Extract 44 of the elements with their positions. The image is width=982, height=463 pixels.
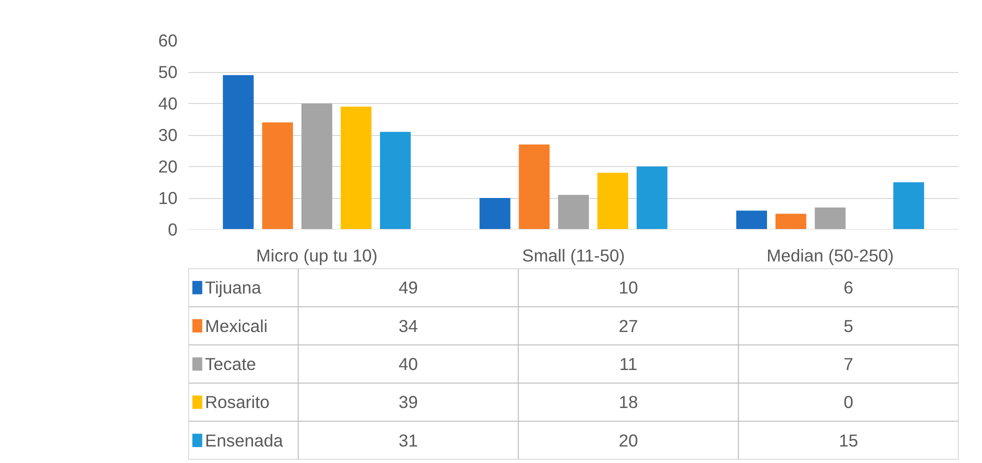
bar — [222, 75, 254, 230]
bar — [301, 104, 332, 230]
y-tick-label: 60 — [158, 30, 178, 50]
data-label: 15 — [838, 430, 858, 450]
x-tick-label: Small (11-50) — [522, 246, 625, 266]
bar — [262, 122, 293, 230]
data-label: 34 — [398, 316, 418, 336]
bar — [380, 132, 411, 230]
bar — [736, 210, 768, 230]
x-tick-label: Micro (up tu 10) — [256, 246, 378, 266]
x-tick-label: Median (50-250) — [766, 246, 894, 266]
bar — [636, 166, 668, 230]
data-label: 0 — [844, 392, 854, 412]
bar — [814, 207, 846, 230]
data-label: 10 — [618, 278, 638, 298]
data-label: 20 — [618, 430, 638, 450]
legend-label: Mexicali — [205, 316, 268, 336]
bar — [597, 172, 628, 230]
bar — [518, 144, 550, 230]
y-tick-label: 50 — [158, 62, 178, 82]
legend-label: Tecate — [205, 354, 256, 374]
y-tick-label: 20 — [158, 156, 178, 176]
legend-label: Rosarito — [205, 392, 270, 412]
data-label: 11 — [619, 354, 638, 374]
y-tick-label: 30 — [158, 125, 178, 145]
data-label: 6 — [844, 278, 854, 298]
data-label: 7 — [844, 354, 854, 374]
legend-label: Tijuana — [205, 278, 262, 298]
bar — [558, 194, 589, 230]
data-label: 27 — [618, 316, 638, 336]
data-label: 5 — [844, 316, 854, 336]
data-label: 40 — [398, 354, 418, 374]
data-label: 31 — [398, 430, 418, 450]
bar — [340, 106, 372, 230]
legend-label: Ensenada — [205, 430, 284, 450]
bar — [480, 198, 510, 230]
y-tick-label: 0 — [168, 220, 178, 240]
y-tick-label: 40 — [158, 94, 178, 114]
data-label: 39 — [398, 392, 418, 412]
bar — [893, 182, 924, 230]
y-tick-label: 10 — [158, 188, 178, 208]
bar — [775, 214, 806, 230]
data-label: 18 — [618, 392, 638, 412]
data-label: 49 — [398, 278, 418, 298]
